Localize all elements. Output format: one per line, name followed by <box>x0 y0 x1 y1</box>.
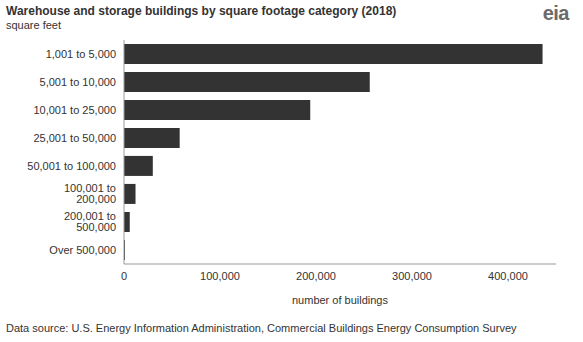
svg-text:25,001 to 50,000: 25,001 to 50,000 <box>33 132 116 144</box>
html-text:eia: eia <box>542 2 569 24</box>
svg-text:10,001 to 25,000: 10,001 to 25,000 <box>33 104 116 116</box>
svg-text:5,001 to 10,000: 5,001 to 10,000 <box>40 76 116 88</box>
svg-text:200,000: 200,000 <box>296 270 336 282</box>
svg-text:number of buildings: number of buildings <box>292 294 389 306</box>
html-text:Warehouse and storage building: Warehouse and storage buildings by squar… <box>6 4 397 18</box>
svg-text:0: 0 <box>121 270 127 282</box>
svg-text:400,000: 400,000 <box>488 270 528 282</box>
svg-text:100,000: 100,000 <box>200 270 240 282</box>
svg-text:Over 500,000: Over 500,000 <box>49 244 116 256</box>
svg-text:100,001 to200,000: 100,001 to200,000 <box>64 182 116 205</box>
html-text:square feet: square feet <box>6 19 61 31</box>
svg-text:1,001 to 5,000: 1,001 to 5,000 <box>46 48 116 60</box>
svg-text:300,000: 300,000 <box>392 270 432 282</box>
html-text:Data source: U.S. Energy Infor: Data source: U.S. Energy Information Adm… <box>6 322 517 334</box>
svg-text:50,001 to 100,000: 50,001 to 100,000 <box>27 160 116 172</box>
svg-text:200,001 to500,000: 200,001 to500,000 <box>64 210 116 233</box>
